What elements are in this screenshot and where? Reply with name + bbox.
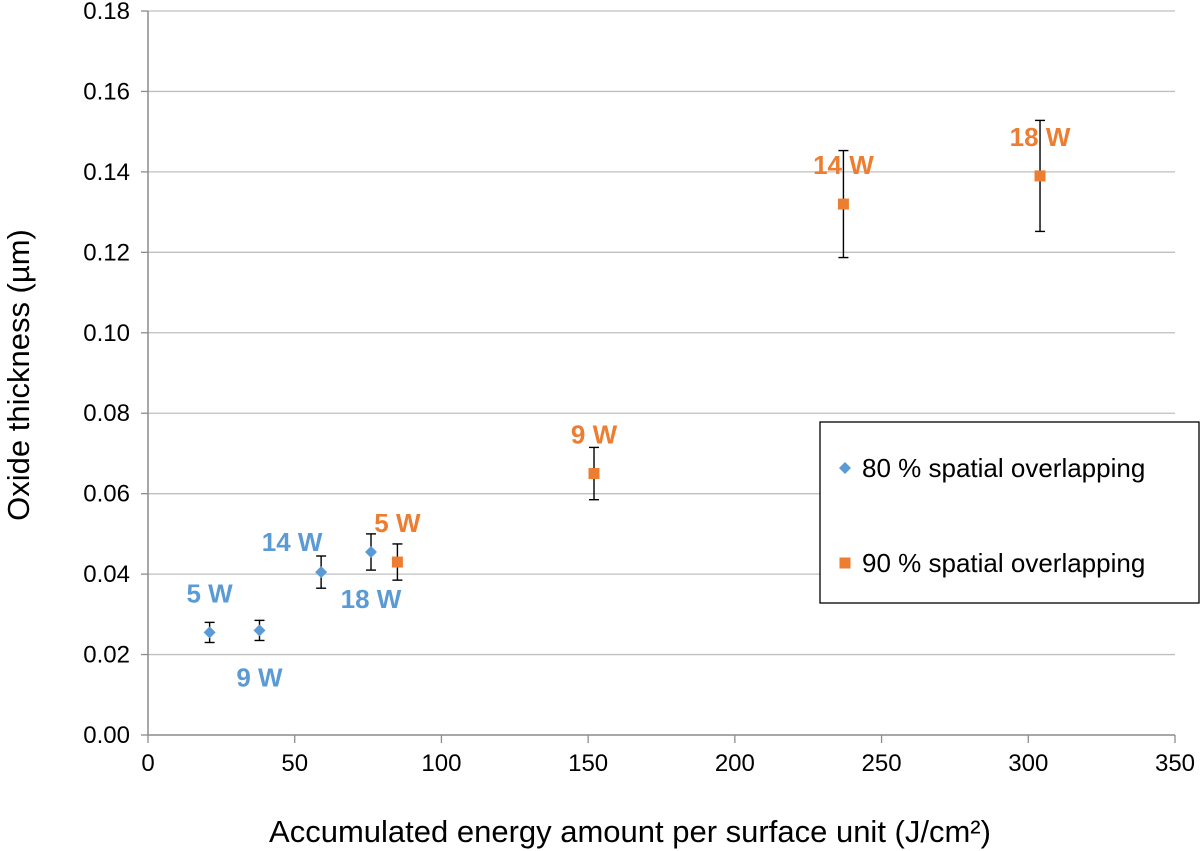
data-point-square bbox=[588, 468, 600, 480]
data-point-square bbox=[837, 198, 849, 210]
legend-box bbox=[819, 421, 1200, 604]
y-tick-label: 0.10 bbox=[83, 320, 130, 347]
y-tick-label: 0.12 bbox=[83, 239, 130, 266]
point-label: 9 W bbox=[571, 420, 618, 450]
data-point-diamond bbox=[365, 545, 378, 558]
point-label: 18 W bbox=[1010, 122, 1071, 152]
legend-marker-square bbox=[839, 557, 851, 569]
x-tick-label: 250 bbox=[862, 750, 902, 777]
x-tick-label: 200 bbox=[715, 750, 755, 777]
x-tick-label: 300 bbox=[1008, 750, 1048, 777]
point-label: 14 W bbox=[262, 527, 323, 557]
x-tick-label: 350 bbox=[1155, 750, 1195, 777]
y-tick-label: 0.14 bbox=[83, 159, 130, 186]
point-label: 14 W bbox=[813, 150, 874, 180]
y-tick-label: 0.02 bbox=[83, 642, 130, 669]
axes: 0.00 0.02 0.04 0.06 0.08 0.10 0.12 0.14 0.16 0.18… bbox=[83, 0, 1195, 777]
y-tick-label: 0.08 bbox=[83, 400, 130, 427]
legend-label: 90 % spatial overlapping bbox=[862, 548, 1145, 578]
data-point-square bbox=[1034, 170, 1046, 182]
y-tick-label: 0.00 bbox=[83, 722, 130, 749]
legend: 80 % spatial overlapping 90 % spatial ove… bbox=[819, 421, 1200, 604]
x-tick-label: 150 bbox=[568, 750, 608, 777]
y-tick-label: 0.04 bbox=[83, 561, 130, 588]
x-tick-label: 50 bbox=[281, 750, 308, 777]
y-tick-label: 0.16 bbox=[83, 78, 130, 105]
legend-label: 80 % spatial overlapping bbox=[862, 453, 1145, 483]
legend-marker-diamond bbox=[839, 462, 851, 474]
point-label: 5 W bbox=[187, 578, 234, 608]
x-tick-label: 100 bbox=[421, 750, 461, 777]
data-points bbox=[203, 119, 1046, 644]
y-axis-title: Oxide thickness (µm) bbox=[1, 229, 36, 521]
x-tick-label: 0 bbox=[141, 750, 154, 777]
point-labels: 5 W 9 W 14 W 18 W 5 W 9 W 14 W 18 W bbox=[187, 122, 1071, 693]
x-axis-title: Accumulated energy amount per surface un… bbox=[269, 814, 991, 849]
point-label: 9 W bbox=[236, 662, 283, 692]
y-tick-label: 0.06 bbox=[83, 481, 130, 508]
point-label: 18 W bbox=[341, 584, 402, 614]
data-point-square bbox=[391, 556, 403, 568]
y-tick-label: 0.18 bbox=[83, 0, 130, 25]
data-point-diamond bbox=[253, 624, 266, 637]
point-label: 5 W bbox=[374, 508, 421, 538]
data-point-diamond bbox=[203, 626, 216, 639]
data-point-diamond bbox=[315, 566, 328, 579]
